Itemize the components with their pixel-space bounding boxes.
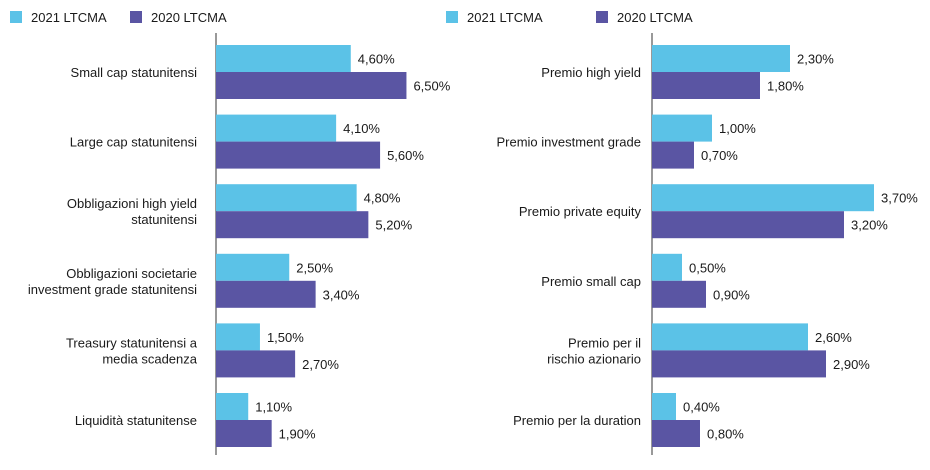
chart1-category-label-5: Treasury statunitensi a media scadenza <box>66 335 198 366</box>
chart2-bar-6-series-1 <box>652 393 676 420</box>
chart1-value-label-6-series-1: 1,10% <box>255 400 292 415</box>
chart2-value-label-4-series-2: 0,90% <box>713 287 750 302</box>
chart2-category-label-3: Premio private equity <box>519 204 642 219</box>
chart2-category-label-1: Premio high yield <box>541 65 641 80</box>
chart1-bar-2-series-1 <box>216 114 337 142</box>
chart2-legend-swatch-2 <box>596 11 608 23</box>
chart2-bar-3-series-2 <box>652 211 844 239</box>
chart1-bar-2-series-2 <box>216 141 381 169</box>
chart1-category-label-4-line-2: investment grade statunitensi <box>28 282 197 297</box>
chart1-value-label-2-series-1: 4,10% <box>343 121 380 136</box>
chart1-category-label-4-line-1: Obbligazioni societarie <box>66 266 197 281</box>
chart1-value-label-5-series-1: 1,50% <box>267 330 304 345</box>
chart1-category-label-6: Liquidità statunitense <box>75 413 197 428</box>
chart1-category-label-3-line-1: Obbligazioni high yield <box>67 196 197 211</box>
chart2-category-label-5-line-2: rischio azionario <box>547 351 641 366</box>
chart1-bar-5-series-1 <box>216 323 260 351</box>
chart2-category-label-4-line-1: Premio small cap <box>541 274 641 289</box>
chart1-bar-3-series-2 <box>216 211 369 239</box>
chart2-category-label-1-line-1: Premio high yield <box>541 65 641 80</box>
chart1-legend-swatch-2 <box>130 11 142 23</box>
chart2-legend-label-2: 2020 LTCMA <box>617 10 693 25</box>
chart1-category-label-6-line-1: Liquidità statunitense <box>75 413 197 428</box>
chart1-value-label-3-series-1: 4,80% <box>364 191 401 206</box>
chart1-category-label-1-line-1: Small cap statunitensi <box>71 65 198 80</box>
chart2-category-label-6-line-1: Premio per la duration <box>513 413 641 428</box>
chart1-value-label-3-series-2: 5,20% <box>375 218 412 233</box>
chart2-value-label-6-series-1: 0,40% <box>683 400 720 415</box>
chart2-bar-4-series-1 <box>652 253 682 281</box>
chart1-category-label-3: Obbligazioni high yield statunitensi <box>67 196 197 227</box>
chart1-bar-4-series-1 <box>216 253 290 281</box>
chart2-value-label-2-series-1: 1,00% <box>719 121 756 136</box>
chart1-legend-label-1: 2021 LTCMA <box>31 10 107 25</box>
chart1-value-label-1-series-2: 6,50% <box>413 79 450 94</box>
chart2-bar-3-series-1 <box>652 184 874 212</box>
chart2-value-label-3-series-1: 3,70% <box>881 191 918 206</box>
chart1-bar-3-series-1 <box>216 184 357 212</box>
chart2-category-label-2: Premio investment grade <box>496 135 641 150</box>
chart2-bar-4-series-2 <box>652 280 706 308</box>
chart2-bar-2-series-2 <box>652 141 694 169</box>
chart2-category-label-5-line-1: Premio per il <box>568 335 641 350</box>
chart1-value-label-2-series-2: 5,60% <box>387 148 424 163</box>
chart2-legend-swatch-1 <box>446 11 458 23</box>
chart2-category-label-3-line-1: Premio private equity <box>519 204 642 219</box>
chart1-category-label-5-line-2: media scadenza <box>102 351 197 366</box>
chart2-value-label-6-series-2: 0,80% <box>707 427 744 442</box>
chart2-category-label-4: Premio small cap <box>541 274 641 289</box>
chart1-value-label-6-series-2: 1,90% <box>279 427 316 442</box>
chart2-category-label-5: Premio per il rischio azionario <box>547 335 641 366</box>
chart2-bar-5-series-1 <box>652 323 808 351</box>
chart1-bar-1-series-1 <box>216 45 351 72</box>
chart2-value-label-2-series-2: 0,70% <box>701 148 738 163</box>
chart2-value-label-1-series-2: 1,80% <box>767 79 804 94</box>
chart1-value-label-4-series-2: 3,40% <box>323 287 360 302</box>
chart1-category-label-2: Large cap statunitensi <box>70 135 197 150</box>
chart1-bar-5-series-2 <box>216 350 296 378</box>
chart2-bar-6-series-2 <box>652 420 700 447</box>
chart1-bar-6-series-1 <box>216 393 249 420</box>
chart1-legend-swatch-1 <box>10 11 22 23</box>
chart2-bar-1-series-1 <box>652 45 790 72</box>
chart1-category-label-4: Obbligazioni societarie investment grade … <box>28 266 197 297</box>
chart2-category-label-6: Premio per la duration <box>513 413 641 428</box>
chart1-value-label-5-series-2: 2,70% <box>302 357 339 372</box>
chart2-value-label-5-series-2: 2,90% <box>833 357 870 372</box>
chart1-legend-label-2: 2020 LTCMA <box>151 10 227 25</box>
chart1-bar-4-series-2 <box>216 280 316 308</box>
chart1-category-label-3-line-2: statunitensi <box>131 212 197 227</box>
chart1-value-label-1-series-1: 4,60% <box>358 52 395 67</box>
chart2-category-label-2-line-1: Premio investment grade <box>496 135 641 150</box>
chart2-value-label-4-series-1: 0,50% <box>689 260 726 275</box>
chart1-category-label-2-line-1: Large cap statunitensi <box>70 135 197 150</box>
chart2-value-label-3-series-2: 3,20% <box>851 218 888 233</box>
chart1-category-label-5-line-1: Treasury statunitensi a <box>66 335 198 350</box>
chart1-bar-6-series-2 <box>216 420 272 447</box>
chart2-legend-label-1: 2021 LTCMA <box>467 10 543 25</box>
chart1-value-label-4-series-1: 2,50% <box>296 260 333 275</box>
chart2-bar-2-series-1 <box>652 114 712 142</box>
chart1-category-label-1: Small cap statunitensi <box>71 65 198 80</box>
chart2-value-label-5-series-1: 2,60% <box>815 330 852 345</box>
chart2-bar-1-series-2 <box>652 72 760 99</box>
chart2-value-label-1-series-1: 2,30% <box>797 52 834 67</box>
chart2-bar-5-series-2 <box>652 350 826 378</box>
chart1-bar-1-series-2 <box>216 72 407 99</box>
